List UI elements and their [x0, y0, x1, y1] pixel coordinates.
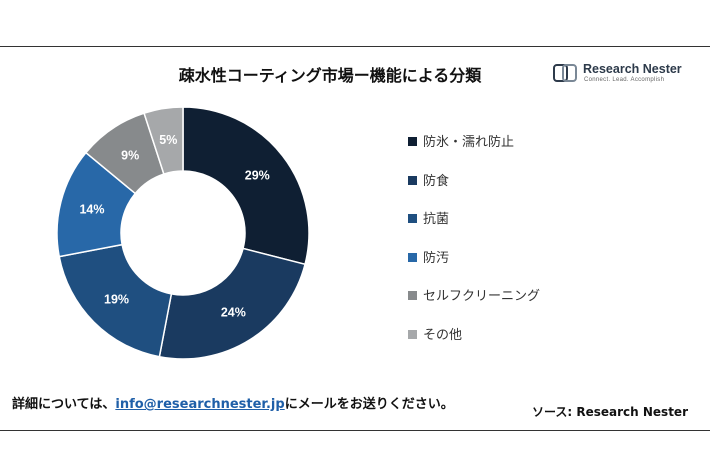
donut-slice	[58, 243, 173, 358]
legend-label: 防氷・濡れ防止	[423, 135, 515, 150]
legend-label: 防食	[423, 173, 450, 189]
slice-label: 14%	[79, 203, 104, 217]
contact-prefix: 詳細については、	[12, 397, 116, 412]
legend-swatch	[408, 329, 417, 339]
contact-suffix: にメールをお送りください。	[284, 397, 454, 412]
legend-swatch	[408, 291, 417, 300]
chart-title: 疎水性コーティング市場ー機能による分類	[178, 66, 482, 85]
logo-tagline: Connect. Lead. Accomplish	[584, 77, 665, 83]
donut-slice	[182, 106, 310, 266]
donut-slice	[158, 247, 306, 360]
legend-label: その他	[423, 327, 463, 343]
bottom-rule	[0, 430, 710, 431]
legend-label: 防汚	[423, 250, 450, 266]
email-link[interactable]: info@researchnester.jp	[115, 397, 285, 412]
logo-mark-icon	[553, 64, 577, 82]
legend-swatch	[408, 214, 417, 223]
slice-label: 5%	[159, 133, 177, 147]
source-note: ソース: Research Nester	[531, 405, 688, 419]
slice-label: 9%	[121, 148, 139, 162]
contact-note: 詳細については、info@researchnester.jpにメールをお送りくだ…	[12, 393, 454, 412]
logo-brand: Research Nester	[583, 62, 682, 76]
slice-label: 24%	[221, 305, 246, 319]
research-nester-logo: Research Nester Connect. Lead. Accomplis…	[553, 62, 682, 86]
legend-swatch	[408, 252, 417, 262]
donut-slice	[143, 106, 184, 175]
top-rule	[0, 46, 710, 47]
legend-swatch	[408, 175, 417, 185]
legend-label: セルフクリーニング	[423, 289, 541, 304]
slice-label: 29%	[245, 168, 270, 182]
legend-label: 抗菌	[423, 212, 450, 227]
legend-swatch	[408, 137, 417, 146]
slice-label: 19%	[104, 292, 129, 306]
